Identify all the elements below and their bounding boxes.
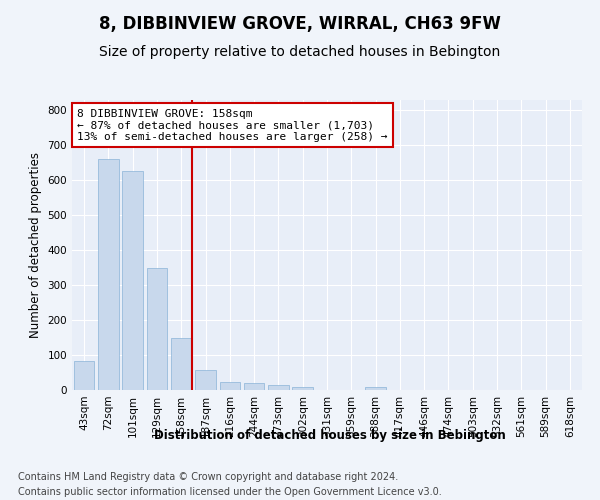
Bar xyxy=(171,338,191,390)
Text: Contains public sector information licensed under the Open Government Licence v3: Contains public sector information licen… xyxy=(18,487,442,497)
Text: Contains HM Land Registry data © Crown copyright and database right 2024.: Contains HM Land Registry data © Crown c… xyxy=(18,472,398,482)
Bar xyxy=(220,382,240,390)
Bar xyxy=(292,387,313,390)
Y-axis label: Number of detached properties: Number of detached properties xyxy=(29,152,42,338)
Bar xyxy=(74,362,94,390)
Text: 8 DIBBINVIEW GROVE: 158sqm
← 87% of detached houses are smaller (1,703)
13% of s: 8 DIBBINVIEW GROVE: 158sqm ← 87% of deta… xyxy=(77,108,388,142)
Bar xyxy=(146,268,167,390)
Bar xyxy=(98,160,119,390)
Bar xyxy=(268,386,289,390)
Text: Size of property relative to detached houses in Bebington: Size of property relative to detached ho… xyxy=(100,45,500,59)
Bar xyxy=(244,384,265,390)
Bar xyxy=(195,370,216,390)
Bar xyxy=(365,387,386,390)
Text: 8, DIBBINVIEW GROVE, WIRRAL, CH63 9FW: 8, DIBBINVIEW GROVE, WIRRAL, CH63 9FW xyxy=(99,15,501,33)
Text: Distribution of detached houses by size in Bebington: Distribution of detached houses by size … xyxy=(154,428,506,442)
Bar xyxy=(122,170,143,390)
